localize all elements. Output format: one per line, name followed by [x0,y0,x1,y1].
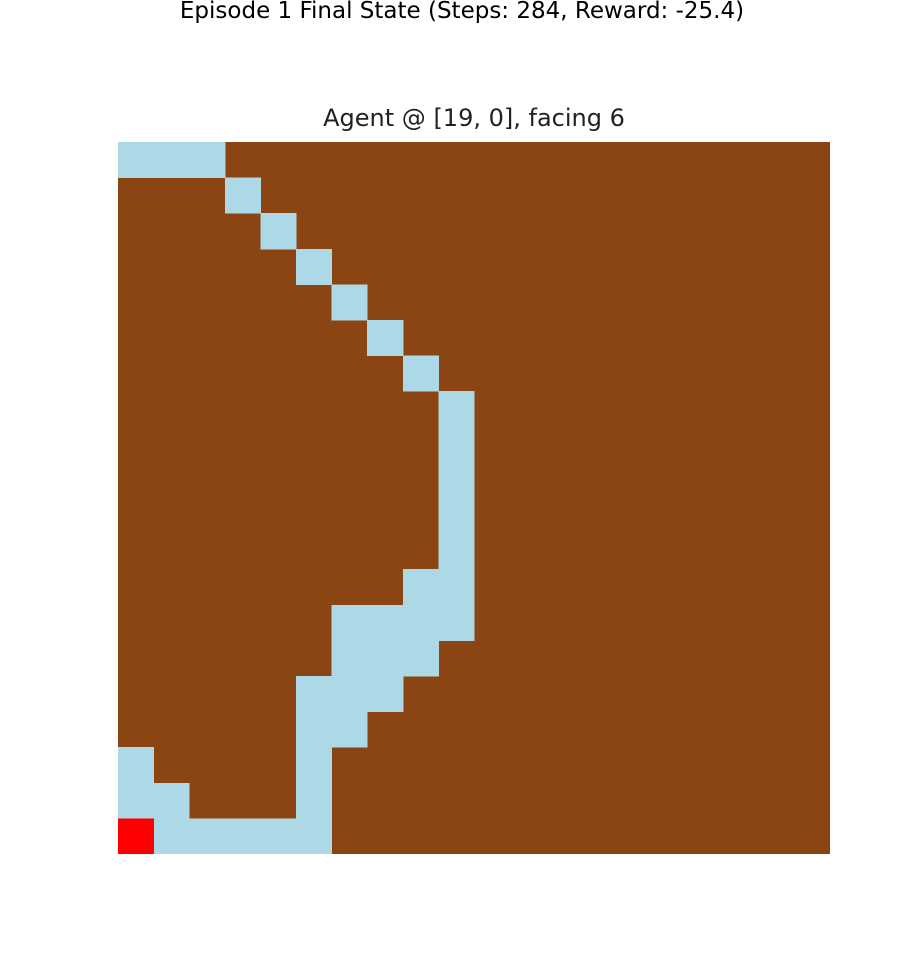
visited-cell [296,248,333,285]
visited-cell [153,142,190,179]
visited-cell [153,818,190,854]
visited-cell [296,818,333,854]
visited-cell [189,818,226,854]
agent-marker [118,818,155,854]
visited-cell [438,604,475,641]
visited-cell [118,782,155,819]
visited-cell [331,604,368,641]
visited-cell [367,320,404,357]
visited-cell [296,782,333,819]
visited-cell [438,569,475,606]
visited-cell [331,711,368,748]
visited-cell [367,676,404,713]
visited-cell [224,818,261,854]
visited-cell [224,177,261,214]
visited-cell [438,462,475,499]
visited-cell [402,604,439,641]
visited-cell [438,498,475,535]
visited-cell [331,284,368,321]
visited-cell [118,747,155,784]
visited-cell [331,676,368,713]
agent-status-title: Agent @ [19, 0], facing 6 [323,104,625,132]
visited-cell [153,782,190,819]
visited-cell [296,711,333,748]
visited-cell [367,604,404,641]
figure-title: Episode 1 Final State (Steps: 284, Rewar… [179,0,745,24]
visited-cell [402,569,439,606]
visited-cell [402,640,439,677]
visited-cell [260,213,297,250]
visited-cell [296,676,333,713]
visited-cell [367,640,404,677]
visited-cell [331,640,368,677]
visited-cell [438,533,475,570]
visited-cell [402,355,439,392]
visited-cell [118,142,155,179]
visited-cell [438,426,475,463]
visited-cell [260,818,297,854]
visited-cell [296,747,333,784]
gridworld-map [118,142,830,854]
visited-cell [189,142,226,179]
visited-cell [438,391,475,428]
